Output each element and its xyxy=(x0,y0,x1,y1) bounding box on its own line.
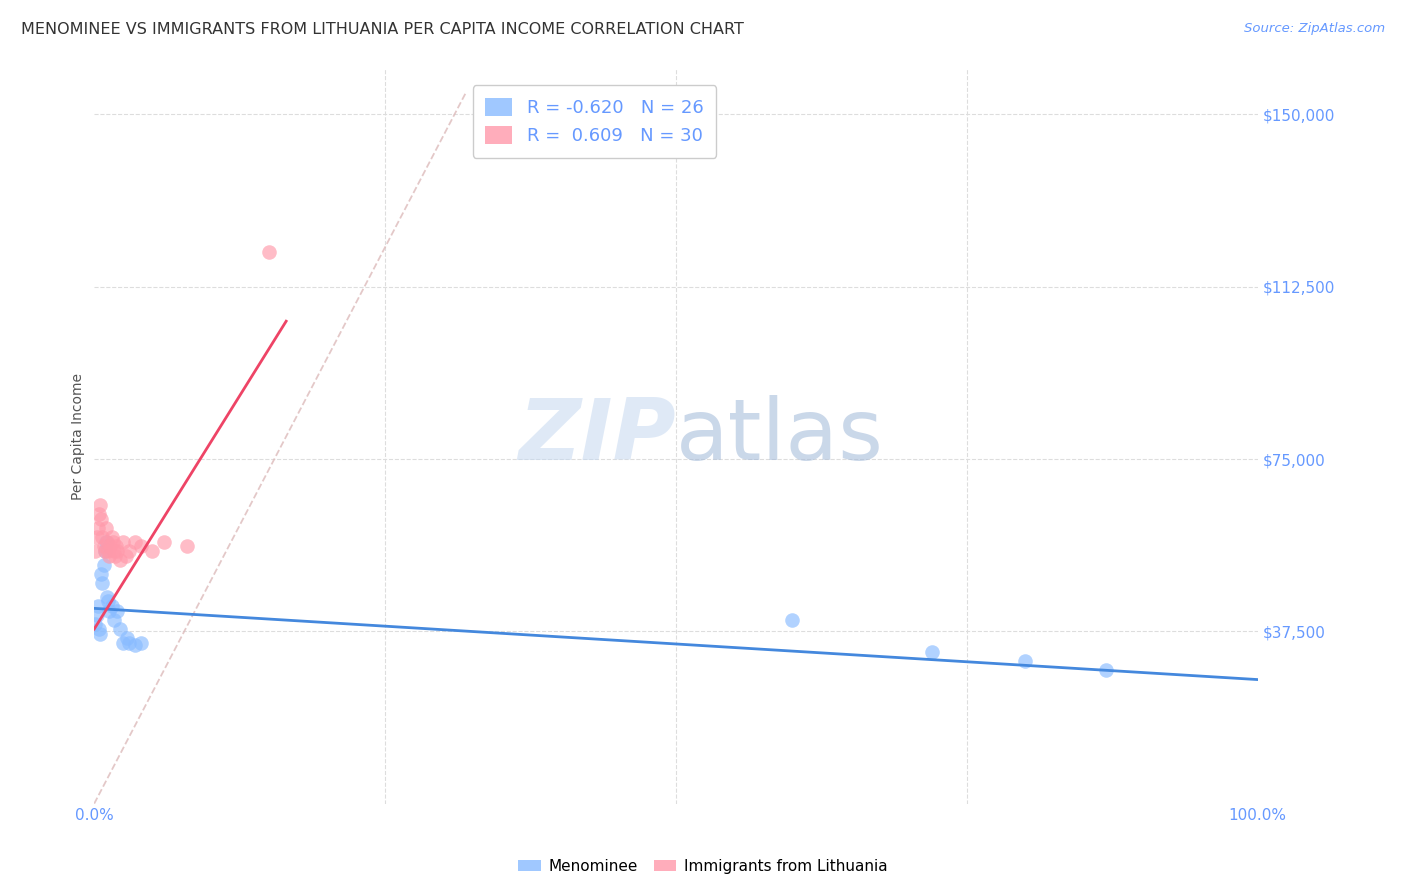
Point xyxy=(97,544,120,558)
Point xyxy=(93,544,115,558)
Point xyxy=(107,604,129,618)
Point xyxy=(129,539,152,553)
Point xyxy=(87,622,110,636)
Point xyxy=(93,558,115,572)
Point xyxy=(124,534,146,549)
Point xyxy=(105,539,128,553)
Point xyxy=(153,534,176,549)
Legend: R = -0.620   N = 26, R =  0.609   N = 30: R = -0.620 N = 26, R = 0.609 N = 30 xyxy=(472,85,716,158)
Point xyxy=(86,521,108,535)
Point xyxy=(1095,664,1118,678)
Point xyxy=(89,626,111,640)
Point xyxy=(96,534,118,549)
Point xyxy=(91,530,114,544)
Point xyxy=(87,507,110,521)
Point xyxy=(112,636,135,650)
Point xyxy=(91,576,114,591)
Point xyxy=(101,534,124,549)
Point xyxy=(108,622,131,636)
Point xyxy=(93,539,115,553)
Point xyxy=(115,631,138,645)
Point xyxy=(90,512,112,526)
Point xyxy=(114,549,136,563)
Point xyxy=(1014,654,1036,668)
Point xyxy=(108,553,131,567)
Point xyxy=(93,544,115,558)
Point xyxy=(129,636,152,650)
Point xyxy=(100,530,122,544)
Point xyxy=(86,599,108,613)
Point xyxy=(141,544,163,558)
Point xyxy=(100,599,122,613)
Point xyxy=(257,245,280,260)
Point xyxy=(112,534,135,549)
Point xyxy=(103,613,125,627)
Point xyxy=(98,604,121,618)
Point xyxy=(97,594,120,608)
Point xyxy=(100,539,122,553)
Y-axis label: Per Capita Income: Per Capita Income xyxy=(72,373,86,500)
Text: MENOMINEE VS IMMIGRANTS FROM LITHUANIA PER CAPITA INCOME CORRELATION CHART: MENOMINEE VS IMMIGRANTS FROM LITHUANIA P… xyxy=(21,22,744,37)
Point xyxy=(84,617,107,632)
Point xyxy=(90,566,112,581)
Legend: Menominee, Immigrants from Lithuania: Menominee, Immigrants from Lithuania xyxy=(512,853,894,880)
Point xyxy=(104,549,127,563)
Point xyxy=(124,638,146,652)
Point xyxy=(98,549,121,563)
Point xyxy=(118,636,141,650)
Point xyxy=(118,544,141,558)
Point xyxy=(89,498,111,512)
Text: ZIP: ZIP xyxy=(519,394,676,477)
Point xyxy=(107,544,129,558)
Point xyxy=(86,608,108,623)
Point xyxy=(921,645,943,659)
Point xyxy=(86,530,108,544)
Point xyxy=(780,613,803,627)
Point xyxy=(103,544,125,558)
Text: atlas: atlas xyxy=(676,394,884,477)
Point xyxy=(94,534,117,549)
Point xyxy=(96,590,118,604)
Point xyxy=(176,539,198,553)
Text: Source: ZipAtlas.com: Source: ZipAtlas.com xyxy=(1244,22,1385,36)
Point xyxy=(84,544,107,558)
Point xyxy=(94,521,117,535)
